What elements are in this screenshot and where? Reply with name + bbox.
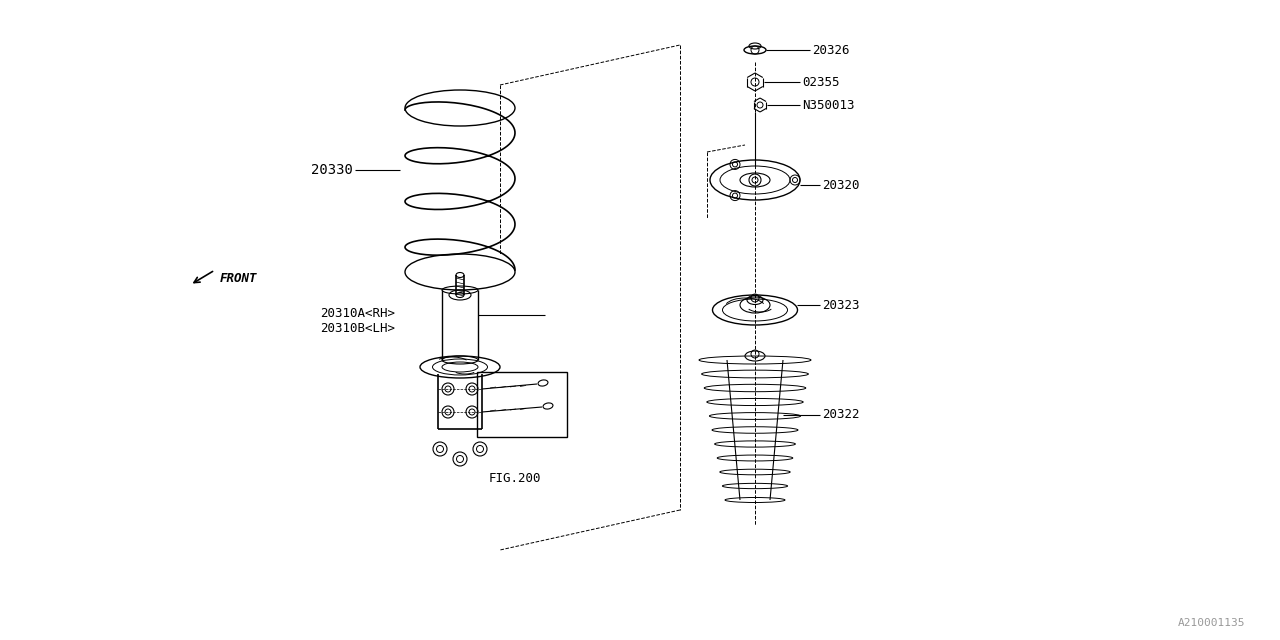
Text: 20310A<RH>: 20310A<RH> [320, 307, 396, 319]
Text: 20323: 20323 [822, 298, 859, 312]
Text: 20326: 20326 [812, 44, 850, 56]
Bar [477, 372, 567, 437]
Text: N350013: N350013 [803, 99, 855, 111]
Text: 02355: 02355 [803, 76, 840, 88]
Text: FRONT: FRONT [220, 271, 257, 285]
Text: FIG.200: FIG.200 [489, 472, 541, 486]
Text: 20330: 20330 [311, 163, 353, 177]
Text: 20322: 20322 [822, 408, 859, 422]
Text: A210001135: A210001135 [1178, 618, 1245, 628]
Text: 20320: 20320 [822, 179, 859, 191]
Text: 20310B<LH>: 20310B<LH> [320, 321, 396, 335]
